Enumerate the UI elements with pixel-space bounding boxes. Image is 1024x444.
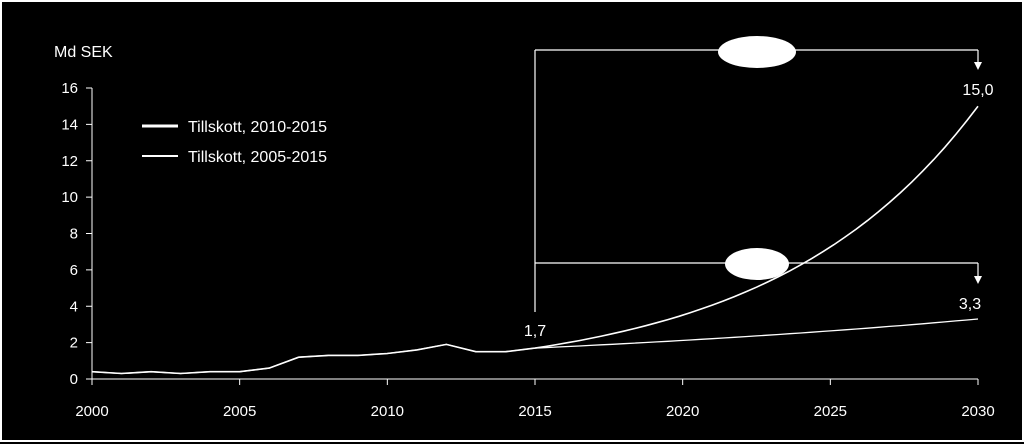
legend-label-2: Tillskott, 2005-2015 xyxy=(188,149,327,166)
bracket-top-arrowhead xyxy=(974,62,982,70)
y-tick-label: 0 xyxy=(70,371,78,388)
x-tick-label: 2030 xyxy=(961,403,994,420)
bracket-mid-arrowhead xyxy=(974,276,982,284)
y-tick-label: 10 xyxy=(61,189,78,206)
legend-label-1: Tillskott, 2010-2015 xyxy=(188,119,327,136)
x-tick-label: 2025 xyxy=(814,403,847,420)
top-oval-marker xyxy=(718,36,796,68)
y-tick-label: 8 xyxy=(70,226,78,243)
series-line-2 xyxy=(91,318,979,375)
y-tick-label: 12 xyxy=(61,153,78,170)
mid-oval-marker xyxy=(725,248,789,280)
y-tick-label: 6 xyxy=(70,262,78,279)
y-tick-label: 2 xyxy=(70,335,78,352)
annotation-low-end-value: 3,3 xyxy=(959,296,981,313)
x-tick-label: 2005 xyxy=(223,403,256,420)
x-tick-label: 2015 xyxy=(518,403,551,420)
x-tick-label: 2020 xyxy=(666,403,699,420)
y-tick-label: 14 xyxy=(61,116,78,133)
annotation-start-value: 1,7 xyxy=(524,323,546,340)
annotation-high-end-value: 15,0 xyxy=(962,82,993,99)
x-tick-label: 2010 xyxy=(371,403,404,420)
y-tick-label: 4 xyxy=(70,298,78,315)
legend: Tillskott, 2010-2015 Tillskott, 2005-201… xyxy=(142,119,327,166)
y-axis-label: Md SEK xyxy=(54,44,113,61)
x-tick-label: 2000 xyxy=(75,403,108,420)
y-tick-label: 16 xyxy=(61,80,78,97)
